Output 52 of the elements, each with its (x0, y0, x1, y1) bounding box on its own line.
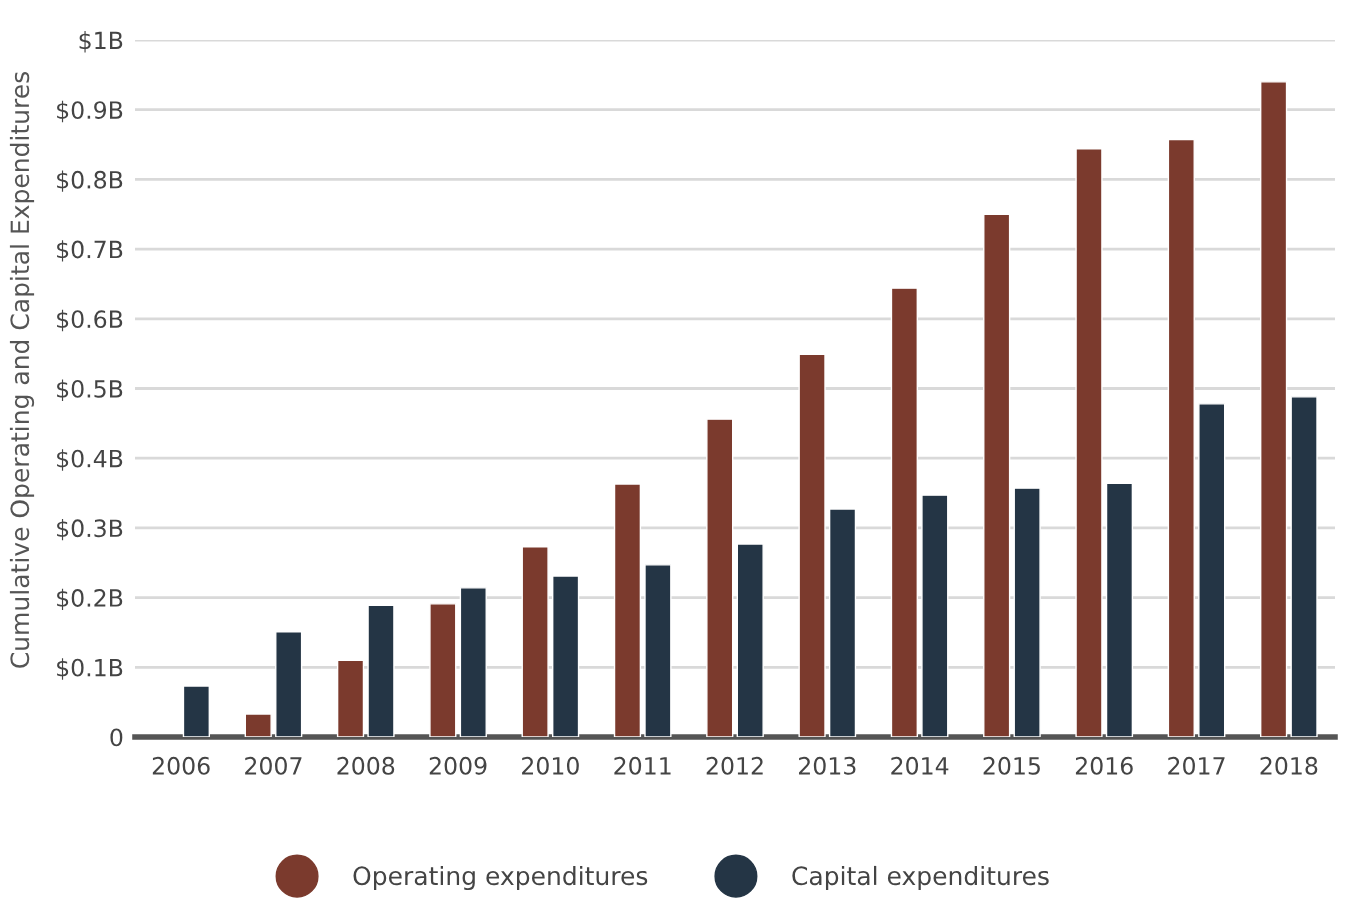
bar (890, 287, 919, 737)
bar (983, 213, 1011, 737)
y-tick-label: $0.3B (57, 518, 123, 541)
x-tick-label: 2014 (891, 756, 949, 775)
x-tick-label: 2017 (1168, 756, 1225, 775)
y-tick-label: $0.2B (57, 588, 123, 611)
legend-label: Capital expenditures (792, 865, 1049, 891)
bar (1075, 148, 1103, 737)
y-tick-label: $0.4B (57, 449, 123, 471)
bar (798, 353, 826, 737)
y-tick-label: $0.7B (57, 240, 123, 262)
bar (1105, 482, 1134, 737)
y-tick-label: $1B (79, 31, 123, 53)
x-tick-label: 2009 (429, 756, 487, 775)
x-tick-label: 2018 (1260, 756, 1318, 775)
y-tick-label: $0.9B (57, 100, 123, 123)
bar (521, 546, 549, 737)
bar (367, 604, 395, 737)
bar (244, 713, 272, 737)
bar (828, 508, 857, 737)
x-tick-label: 2010 (522, 756, 579, 775)
y-tick-label: $0.5B (57, 379, 123, 401)
bar (182, 685, 211, 737)
bar (1167, 138, 1195, 737)
x-tick-label: 2011 (614, 756, 671, 775)
bar (459, 587, 487, 737)
x-tick-label: 2012 (706, 756, 763, 775)
legend-label: Operating expenditures (353, 865, 648, 891)
bar (429, 603, 457, 737)
x-tick-label: 2007 (245, 756, 302, 775)
x-tick-label: 2015 (983, 756, 1040, 775)
bar (736, 543, 764, 737)
x-tick-label: 2006 (152, 756, 210, 775)
bar (644, 564, 672, 737)
y-tick-label: $0.8B (57, 170, 123, 192)
bar (551, 575, 580, 737)
x-tick-label: 2013 (798, 756, 856, 775)
y-axis-title: Cumulative Operating and Capital Expenditures (9, 72, 35, 668)
bar (275, 631, 303, 737)
bar (613, 483, 642, 737)
y-tick-label: $0.1B (57, 658, 123, 680)
bar (706, 418, 734, 737)
y-tick-label: $0.6B (57, 309, 123, 332)
x-tick-label: 2016 (1075, 756, 1133, 775)
bar (1290, 396, 1318, 737)
bar (1259, 81, 1288, 737)
bar (921, 494, 949, 737)
bar (1198, 403, 1226, 737)
y-tick-label: 0 (110, 728, 123, 747)
bar (336, 659, 365, 737)
x-tick-label: 2008 (337, 756, 395, 775)
bar (1013, 487, 1041, 737)
